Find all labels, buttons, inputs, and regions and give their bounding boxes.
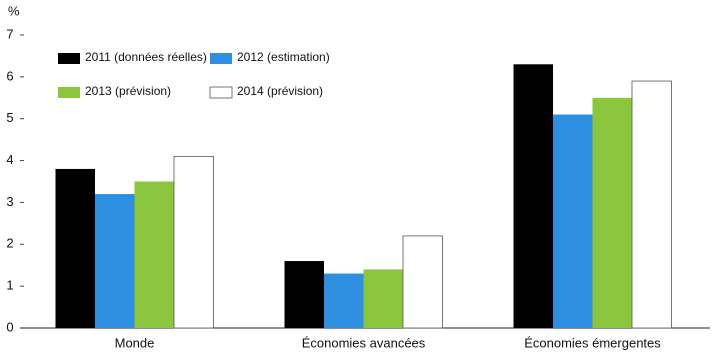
y-tick-label: 3 bbox=[6, 194, 13, 209]
bar bbox=[284, 261, 324, 328]
legend-swatch bbox=[209, 86, 233, 99]
bar bbox=[592, 97, 632, 329]
bar bbox=[134, 181, 174, 328]
y-tick-label: 0 bbox=[6, 319, 13, 334]
legend-label: 2012 (estimation) bbox=[237, 50, 330, 64]
y-tick-label: 2 bbox=[6, 236, 13, 251]
legend-label: 2011 (données réelles) bbox=[85, 50, 207, 64]
x-tick-label: Économies avancées bbox=[302, 335, 426, 350]
y-tick-label: 6 bbox=[6, 68, 13, 83]
legend-label: 2014 (prévision) bbox=[237, 84, 323, 98]
x-tick-label: Monde bbox=[115, 335, 155, 350]
legend-label: 2013 (prévision) bbox=[85, 84, 171, 98]
legend-swatch bbox=[58, 53, 80, 64]
bar bbox=[553, 114, 593, 329]
legend-swatch bbox=[210, 53, 232, 64]
y-axis-label: % bbox=[8, 3, 20, 18]
y-tick-label: 5 bbox=[6, 110, 13, 125]
bar bbox=[173, 155, 214, 329]
bar bbox=[95, 194, 135, 328]
bar bbox=[631, 80, 672, 329]
legend-swatch bbox=[58, 87, 80, 98]
y-tick-label: 7 bbox=[6, 26, 13, 41]
bar bbox=[363, 269, 403, 328]
bar bbox=[55, 168, 95, 328]
bar bbox=[324, 273, 364, 328]
y-tick-label: 4 bbox=[6, 152, 13, 167]
bar bbox=[513, 64, 553, 329]
x-tick-label: Économies émergentes bbox=[524, 335, 661, 350]
y-tick-label: 1 bbox=[6, 278, 13, 293]
bar bbox=[402, 235, 443, 329]
